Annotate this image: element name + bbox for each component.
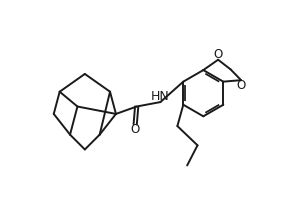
Text: O: O (214, 48, 223, 61)
Text: HN: HN (150, 90, 169, 103)
Text: O: O (237, 79, 246, 92)
Text: O: O (130, 123, 140, 136)
